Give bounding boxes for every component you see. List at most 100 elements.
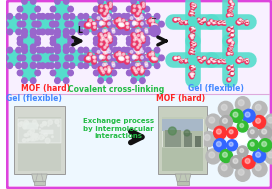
Circle shape [50, 55, 55, 61]
Circle shape [245, 112, 250, 117]
Circle shape [79, 55, 84, 61]
Circle shape [116, 29, 122, 35]
Circle shape [130, 22, 135, 27]
Circle shape [104, 68, 107, 70]
Circle shape [104, 34, 107, 36]
Circle shape [118, 58, 123, 63]
Circle shape [107, 29, 112, 34]
Circle shape [102, 16, 105, 19]
Circle shape [152, 57, 154, 59]
Circle shape [107, 2, 112, 7]
Circle shape [134, 5, 136, 7]
Circle shape [106, 22, 110, 27]
Circle shape [237, 21, 239, 23]
Circle shape [98, 14, 103, 20]
Circle shape [126, 26, 129, 28]
Circle shape [219, 21, 223, 25]
Circle shape [106, 10, 108, 12]
Circle shape [192, 34, 194, 36]
Circle shape [119, 57, 124, 62]
Circle shape [87, 23, 89, 25]
Circle shape [69, 47, 75, 53]
Circle shape [206, 114, 221, 129]
Circle shape [98, 17, 112, 32]
Text: L: L [77, 26, 82, 35]
Circle shape [138, 17, 141, 20]
Circle shape [144, 36, 150, 42]
FancyBboxPatch shape [165, 130, 181, 147]
Circle shape [103, 29, 107, 34]
Circle shape [214, 60, 216, 62]
Circle shape [240, 149, 244, 153]
Circle shape [131, 21, 136, 26]
Circle shape [252, 101, 267, 116]
Circle shape [100, 22, 105, 27]
Circle shape [107, 63, 112, 68]
Circle shape [230, 72, 234, 76]
Circle shape [237, 60, 241, 64]
Circle shape [220, 149, 233, 163]
Circle shape [133, 67, 135, 69]
Circle shape [135, 22, 138, 25]
Circle shape [3, 21, 8, 27]
Circle shape [55, 29, 60, 34]
Circle shape [55, 120, 59, 124]
Circle shape [3, 55, 8, 61]
Circle shape [126, 22, 128, 25]
Circle shape [235, 166, 250, 181]
Circle shape [111, 55, 116, 60]
Circle shape [155, 58, 157, 60]
Circle shape [189, 50, 193, 54]
Circle shape [191, 28, 195, 32]
Circle shape [229, 52, 233, 55]
Circle shape [98, 56, 103, 61]
Circle shape [100, 15, 105, 21]
Circle shape [227, 127, 237, 138]
Circle shape [68, 36, 73, 42]
Circle shape [108, 33, 110, 35]
Circle shape [131, 2, 145, 17]
Circle shape [92, 63, 98, 68]
FancyBboxPatch shape [195, 136, 201, 147]
Circle shape [107, 44, 112, 50]
Circle shape [22, 62, 27, 68]
Circle shape [102, 68, 107, 72]
Circle shape [7, 63, 13, 68]
Circle shape [126, 60, 129, 62]
Circle shape [184, 59, 187, 63]
Circle shape [128, 50, 133, 55]
Circle shape [152, 57, 154, 60]
Circle shape [137, 34, 140, 36]
Circle shape [233, 159, 238, 163]
Circle shape [230, 156, 243, 169]
Circle shape [211, 20, 213, 22]
Circle shape [100, 43, 102, 45]
Circle shape [265, 114, 272, 129]
Circle shape [211, 58, 213, 60]
Circle shape [208, 61, 210, 63]
Circle shape [100, 22, 102, 25]
Circle shape [111, 6, 117, 12]
Circle shape [106, 16, 111, 21]
Circle shape [213, 21, 217, 25]
Circle shape [140, 44, 145, 50]
Circle shape [54, 32, 69, 47]
Circle shape [197, 18, 200, 22]
Circle shape [131, 56, 135, 61]
Circle shape [224, 60, 226, 62]
Circle shape [230, 33, 234, 37]
Circle shape [98, 32, 103, 38]
Circle shape [108, 66, 110, 69]
Circle shape [113, 29, 118, 35]
Circle shape [98, 29, 103, 35]
Circle shape [131, 38, 136, 43]
Circle shape [22, 44, 27, 50]
Circle shape [139, 36, 143, 41]
Circle shape [94, 22, 96, 25]
Circle shape [126, 36, 132, 42]
Circle shape [106, 47, 109, 50]
Circle shape [112, 17, 127, 32]
Circle shape [116, 17, 131, 32]
Circle shape [226, 14, 230, 18]
Circle shape [137, 12, 139, 15]
